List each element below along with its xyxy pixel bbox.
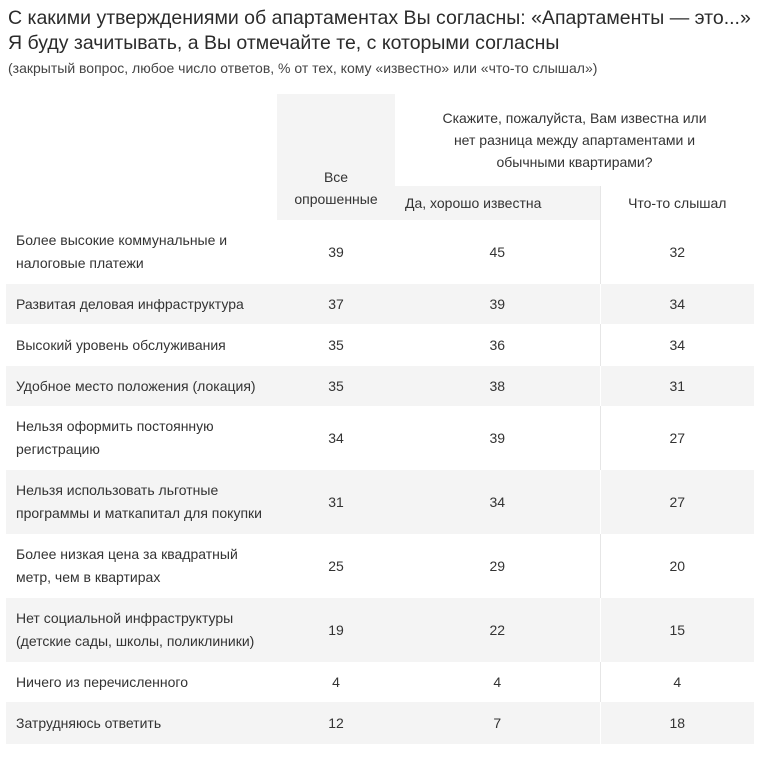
value-known: 45	[395, 220, 600, 284]
row-label: Высокий уровень обслуживания	[6, 324, 277, 366]
value-all: 35	[277, 324, 395, 366]
table-row: Высокий уровень обслуживания 35 36 34	[6, 324, 755, 366]
value-known: 34	[395, 470, 600, 534]
row-label: Нет социальной инфраструктуры (детские с…	[6, 598, 277, 662]
row-label: Нельзя оформить постоянную регистрацию	[6, 406, 277, 470]
row-label: Более высокие коммунальные и налоговые п…	[6, 220, 277, 284]
value-heard: 34	[599, 324, 755, 366]
value-known: 4	[395, 662, 600, 702]
header-heard: Что-то слышал	[599, 186, 755, 220]
survey-table: Все опрошенные Скажите, пожалуйста, Вам …	[6, 94, 755, 744]
table-body: Более высокие коммунальные и налоговые п…	[6, 220, 755, 744]
table-row: Нельзя использовать льготные программы и…	[6, 470, 755, 534]
table-row: Нельзя оформить постоянную регистрацию 34…	[6, 406, 755, 470]
value-heard: 18	[599, 702, 755, 744]
value-known: 36	[395, 324, 600, 366]
value-known: 38	[395, 366, 600, 406]
page-title: С какими утверждениями об апартаментах В…	[8, 7, 751, 54]
row-label: Нельзя использовать льготные программы и…	[6, 470, 277, 534]
header-known: Да, хорошо известна	[395, 186, 600, 220]
value-all: 12	[277, 702, 395, 744]
header-all-respondents: Все опрошенные	[277, 94, 395, 220]
value-all: 25	[277, 534, 395, 598]
question-note: (закрытый вопрос, любое число ответов, %…	[8, 60, 598, 76]
value-all: 37	[277, 284, 395, 324]
value-heard: 20	[599, 534, 755, 598]
value-known: 7	[395, 702, 600, 744]
value-known: 29	[395, 534, 600, 598]
row-label: Удобное место положения (локация)	[6, 366, 277, 406]
value-heard: 34	[599, 284, 755, 324]
table-row: Более низкая цена за квадратный метр, че…	[6, 534, 755, 598]
value-known: 39	[395, 406, 600, 470]
value-heard: 31	[599, 366, 755, 406]
value-heard: 27	[599, 470, 755, 534]
table-row: Нет социальной инфраструктуры (детские с…	[6, 598, 755, 662]
table-row: Удобное место положения (локация) 35 38 31	[6, 366, 755, 406]
value-all: 35	[277, 366, 395, 406]
row-label: Развитая деловая инфраструктура	[6, 284, 277, 324]
value-heard: 4	[599, 662, 755, 702]
header-group-question: Скажите, пожалуйста, Вам известна или не…	[395, 94, 755, 186]
row-label: Затрудняюсь ответить	[6, 702, 277, 744]
value-all: 31	[277, 470, 395, 534]
value-all: 19	[277, 598, 395, 662]
table-row: Затрудняюсь ответить 12 7 18	[6, 702, 755, 744]
header-all-label: Все опрошенные	[294, 169, 378, 207]
value-known: 39	[395, 284, 600, 324]
value-all: 4	[277, 662, 395, 702]
table-row: Более высокие коммунальные и налоговые п…	[6, 220, 755, 284]
header-blank-cell	[6, 94, 277, 220]
table-row: Развитая деловая инфраструктура 37 39 34	[6, 284, 755, 324]
value-heard: 15	[599, 598, 755, 662]
value-heard: 32	[599, 220, 755, 284]
table-row: Ничего из перечисленного 4 4 4	[6, 662, 755, 702]
row-label: Ничего из перечисленного	[6, 662, 277, 702]
value-known: 22	[395, 598, 600, 662]
value-all: 39	[277, 220, 395, 284]
value-heard: 27	[599, 406, 755, 470]
value-all: 34	[277, 406, 395, 470]
row-label: Более низкая цена за квадратный метр, че…	[6, 534, 277, 598]
